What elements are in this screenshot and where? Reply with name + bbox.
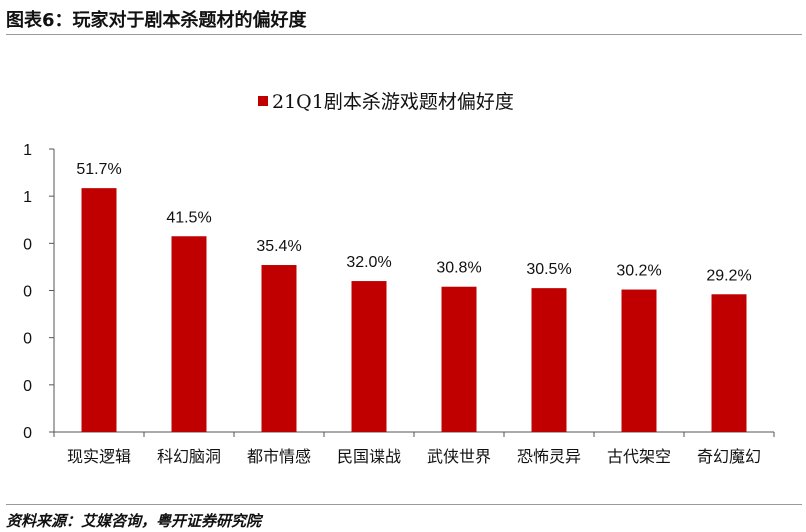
- bar: [351, 281, 387, 432]
- y-tick-label: 0: [23, 378, 32, 395]
- data-label: 30.5%: [526, 261, 571, 278]
- bar-chart: 21Q1剧本杀游戏题材偏好度 0 0 0 0 0 1 1 51.7% 41.5% 35.4% 32…: [23, 91, 775, 466]
- top-divider: [6, 34, 802, 35]
- bar: [711, 294, 747, 432]
- bar: [171, 236, 207, 432]
- source-note: 资料来源：艾媒咨询，粤开证券研究院: [6, 512, 262, 530]
- y-axis-ticks: 0 0 0 0 0 1 1: [23, 142, 54, 442]
- y-tick-label: 1: [23, 189, 32, 206]
- data-labels: 51.7% 41.5% 35.4% 32.0% 30.8% 30.5% 30.2% 29.2%: [76, 161, 751, 284]
- bars: [81, 188, 747, 432]
- data-label: 41.5%: [166, 209, 211, 226]
- legend-swatch: [258, 96, 268, 106]
- data-label: 51.7%: [76, 161, 121, 178]
- bar: [531, 288, 567, 432]
- x-axis-ticks: [53, 432, 775, 437]
- category-label: 古代架空: [607, 447, 671, 466]
- bar: [621, 289, 657, 432]
- category-label: 恐怖灵异: [517, 447, 581, 466]
- y-tick-label: 1: [23, 142, 32, 159]
- data-label: 35.4%: [256, 238, 301, 255]
- category-labels: 现实逻辑 科幻脑洞 都市情感 民国谍战 武侠世界 恐怖灵异 古代架空 奇幻魔幻: [67, 447, 761, 466]
- data-label: 29.2%: [706, 267, 751, 284]
- category-label: 现实逻辑: [67, 447, 131, 466]
- category-label: 武侠世界: [427, 447, 491, 466]
- y-tick-label: 0: [23, 284, 32, 301]
- data-label: 30.8%: [436, 260, 481, 277]
- bar: [261, 265, 297, 432]
- figure-title: 图表6：玩家对于剧本杀题材的偏好度: [6, 10, 307, 31]
- data-label: 32.0%: [346, 254, 391, 271]
- y-tick-label: 0: [23, 236, 32, 253]
- y-tick-label: 0: [23, 425, 32, 442]
- category-label: 科幻脑洞: [157, 447, 221, 466]
- bar: [81, 188, 117, 432]
- chart-legend: 21Q1剧本杀游戏题材偏好度: [258, 91, 514, 113]
- category-label: 都市情感: [247, 447, 311, 466]
- category-label: 民国谍战: [337, 447, 401, 466]
- bottom-divider: [6, 504, 802, 505]
- category-label: 奇幻魔幻: [697, 447, 761, 466]
- y-tick-label: 0: [23, 331, 32, 348]
- legend-label: 21Q1剧本杀游戏题材偏好度: [272, 91, 514, 113]
- bar: [441, 286, 477, 432]
- data-label: 30.2%: [616, 263, 661, 280]
